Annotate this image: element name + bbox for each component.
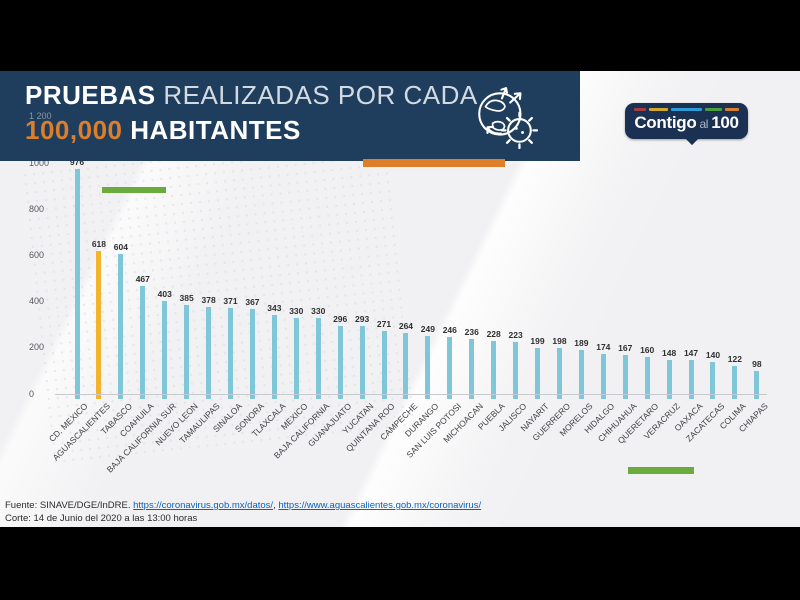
subtitle-rest: HABITANTES bbox=[122, 115, 301, 145]
logo-stripe bbox=[671, 108, 702, 111]
y-axis-tick-label: 800 bbox=[29, 203, 45, 214]
bar-value-label: 199 bbox=[530, 336, 545, 347]
x-axis-line bbox=[55, 394, 767, 395]
bar bbox=[622, 355, 628, 399]
bar bbox=[447, 337, 453, 399]
bar bbox=[118, 254, 124, 399]
bar bbox=[337, 325, 343, 399]
bar bbox=[162, 300, 168, 399]
logo-stripes bbox=[634, 108, 739, 111]
bar bbox=[249, 309, 255, 399]
slide: PRUEBAS REALIZADAS POR CADA 100,000 HABI… bbox=[0, 71, 800, 527]
bar-value-label: 167 bbox=[618, 343, 633, 354]
bar bbox=[469, 339, 475, 399]
bar-value-label: 198 bbox=[552, 336, 567, 347]
bar bbox=[578, 350, 584, 399]
logo-word-mid: al bbox=[699, 117, 709, 131]
bar-value-label: 604 bbox=[113, 242, 128, 253]
bar bbox=[556, 348, 562, 399]
logo-stripe bbox=[649, 108, 668, 111]
logo-stripe bbox=[634, 108, 647, 111]
logo-word-main: Contigo bbox=[634, 113, 697, 132]
bar bbox=[228, 308, 233, 399]
bar bbox=[140, 286, 146, 399]
logo-stripe bbox=[725, 108, 739, 111]
bar-value-label: 467 bbox=[135, 274, 150, 285]
bar-value-label: 98 bbox=[752, 359, 762, 370]
cutoff-line: Corte: 14 de Junio del 2020 a las 13:00 … bbox=[5, 512, 198, 524]
bar bbox=[600, 353, 606, 399]
bar-value-label: 249 bbox=[420, 324, 435, 335]
bar bbox=[535, 348, 541, 399]
bar-value-label: 160 bbox=[640, 345, 655, 356]
page-subtitle: 100,000 HABITANTES bbox=[25, 115, 301, 146]
green-accent-bar-top bbox=[102, 187, 166, 193]
source-footer: Fuente: SINAVE/DGE/InDRE. https://corona… bbox=[5, 500, 481, 525]
bar bbox=[644, 357, 650, 399]
source-line: Fuente: SINAVE/DGE/InDRE. https://corona… bbox=[5, 500, 481, 513]
source-link-2[interactable]: https://www.aguascalientes.gob.mx/corona… bbox=[278, 500, 482, 511]
bar bbox=[206, 306, 212, 399]
title-rest: REALIZADAS POR CADA bbox=[155, 80, 478, 110]
bar bbox=[688, 360, 694, 399]
letterbox-top bbox=[0, 0, 800, 71]
logo-text: Contigo al 100 bbox=[625, 111, 748, 136]
bar bbox=[359, 326, 365, 399]
bar-value-label: 189 bbox=[574, 338, 589, 349]
y-axis-tick-label: 200 bbox=[29, 342, 45, 353]
bar bbox=[74, 168, 80, 399]
title-word-strong: PRUEBAS bbox=[25, 80, 156, 110]
source-link-1[interactable]: https://coronavirus.gob.mx/datos/ bbox=[133, 500, 274, 511]
bar bbox=[710, 361, 716, 399]
logo-stripe bbox=[705, 108, 723, 111]
contigo-al-100-logo: Contigo al 100 bbox=[625, 103, 748, 146]
bar-value-label: 148 bbox=[662, 347, 677, 358]
bar-value-label: 147 bbox=[683, 348, 699, 359]
bar bbox=[293, 317, 299, 399]
bar-value-label: 140 bbox=[705, 349, 721, 360]
bar bbox=[491, 341, 497, 399]
bar-value-label: 228 bbox=[486, 329, 501, 340]
source-separator: , bbox=[273, 500, 279, 511]
letterbox-bottom bbox=[0, 527, 800, 600]
bar bbox=[666, 359, 672, 399]
bar bbox=[513, 342, 519, 399]
green-accent-bar-bottom bbox=[628, 467, 694, 474]
bar-value-label: 223 bbox=[508, 330, 523, 341]
bar bbox=[381, 331, 387, 399]
y-axis-tick-label: 1 200 bbox=[29, 111, 52, 122]
bar bbox=[96, 251, 102, 399]
bar-value-label: 246 bbox=[442, 325, 457, 336]
page-title: PRUEBAS REALIZADAS POR CADA bbox=[25, 80, 478, 111]
globe-virus-icon bbox=[478, 87, 538, 150]
y-axis-tick-label: 600 bbox=[29, 249, 45, 260]
y-axis-tick-label: 400 bbox=[29, 296, 45, 307]
bar bbox=[425, 336, 431, 399]
y-axis-tick-label: 0 bbox=[29, 388, 35, 399]
source-label: Fuente: SINAVE/DGE/InDRE. bbox=[5, 500, 134, 511]
bar bbox=[732, 365, 738, 399]
bar-value-label: 236 bbox=[464, 327, 479, 338]
bar-value-label: 174 bbox=[596, 341, 611, 352]
bar bbox=[754, 371, 760, 399]
bar bbox=[315, 317, 321, 399]
logo-word-number: 100 bbox=[711, 113, 739, 132]
bar-value-label: 122 bbox=[727, 353, 742, 364]
bar bbox=[184, 305, 190, 399]
title-banner: PRUEBAS REALIZADAS POR CADA 100,000 HABI… bbox=[0, 71, 580, 161]
bar bbox=[271, 314, 277, 399]
orange-accent-bar bbox=[363, 159, 505, 167]
bar bbox=[403, 333, 409, 399]
